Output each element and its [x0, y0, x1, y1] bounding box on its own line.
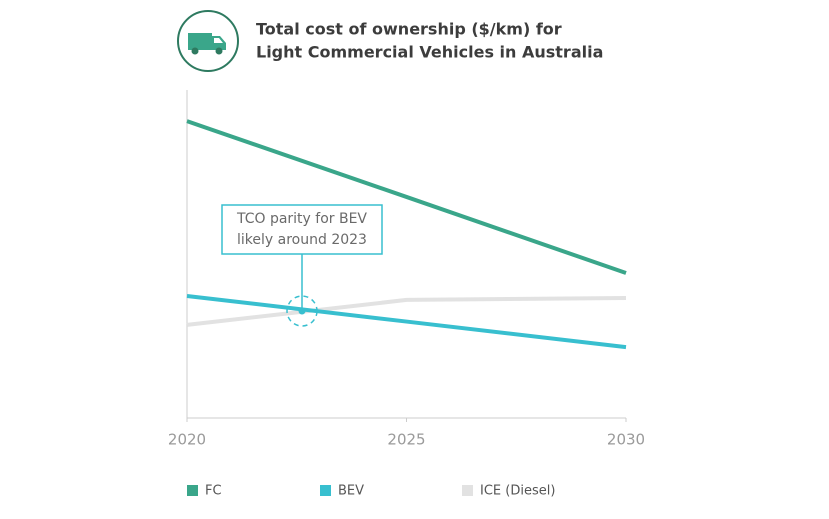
annotation: TCO parity for BEV likely around 2023: [221, 204, 383, 327]
legend-swatch: [462, 485, 473, 496]
series-line: [186, 293, 627, 350]
legend-label: BEV: [338, 484, 364, 499]
series-line: [186, 119, 627, 275]
legend-label: ICE (Diesel): [480, 484, 555, 499]
x-tick-label: 2025: [387, 431, 425, 449]
series-line: [186, 295, 627, 327]
van-icon: [177, 10, 239, 72]
x-tick-label: 2020: [168, 431, 206, 449]
legend-label: FC: [205, 484, 222, 499]
x-tick-label: 2030: [607, 431, 645, 449]
chart-title: Light Commercial Vehicles in Australia: [256, 43, 603, 62]
annotation-text: TCO parity for BEV: [236, 211, 367, 227]
legend-swatch: [320, 485, 331, 496]
legend-swatch: [187, 485, 198, 496]
annotation-text: likely around 2023: [237, 232, 367, 248]
chart-title: Total cost of ownership ($/km) for: [256, 20, 562, 39]
